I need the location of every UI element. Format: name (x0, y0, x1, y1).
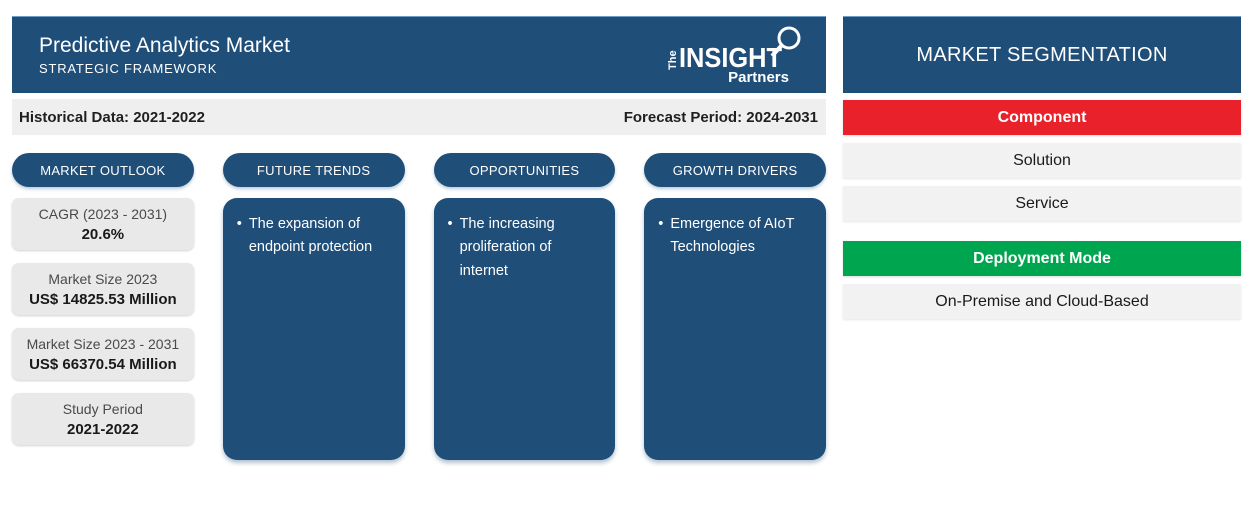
future-trends-header: FUTURE TRENDS (222, 153, 405, 187)
opportunities-header: OPPORTUNITIES (433, 153, 616, 187)
opportunities-box: • The increasing proliferation of intern… (433, 198, 616, 460)
bullet-text: The expansion of endpoint protection (248, 216, 373, 256)
forecast-period-label: Forecast Period: 2024-2031 (623, 108, 818, 126)
stat-box-study-period: Study Period 2021-2022 (12, 393, 194, 445)
stat-value: US$ 66370.54 Million (29, 355, 177, 373)
market-outlook-column: MARKET OUTLOOK CAGR (2023 - 2031) 20.6% … (12, 153, 194, 460)
magnifier-handle-icon (770, 43, 784, 58)
stat-label: Market Size 2023 (48, 270, 158, 287)
bullet-item: • The expansion of endpoint protection (237, 213, 390, 260)
market-segmentation-panel: MARKET SEGMENTATION Component Solution S… (843, 16, 1241, 319)
logo-insight-text: INSIGHT (679, 42, 782, 73)
stat-label: CAGR (2023 - 2031) (38, 205, 168, 222)
logo-partners-text: Partners (728, 69, 789, 86)
bullet-icon: • (447, 216, 453, 232)
opportunities-column: OPPORTUNITIES • The increasing prolifera… (433, 153, 616, 460)
segment-group-component: Component (843, 100, 1241, 135)
stat-value: 2021-2022 (67, 420, 139, 438)
stat-box-market-size-2023-2031: Market Size 2023 - 2031 US$ 66370.54 Mil… (12, 328, 194, 380)
logo-the-text: The (667, 50, 679, 70)
segment-item-solution: Solution (843, 143, 1241, 178)
future-trends-column: FUTURE TRENDS • The expansion of endpoin… (222, 153, 405, 460)
bullet-item: • Emergence of AIoT Technologies (658, 213, 811, 260)
market-outlook-header: MARKET OUTLOOK (12, 153, 194, 187)
bullet-text: Emergence of AIoT Technologies (670, 216, 795, 256)
framework-panel: Predictive Analytics Market STRATEGIC FR… (12, 16, 826, 460)
bullet-icon: • (658, 216, 664, 232)
market-segmentation-header: MARKET SEGMENTATION (843, 16, 1241, 93)
segment-item-service: Service (843, 186, 1241, 221)
bullet-item: • The increasing proliferation of intern… (448, 213, 601, 283)
bullet-icon: • (236, 216, 242, 232)
stat-box-cagr: CAGR (2023 - 2031) 20.6% (12, 198, 194, 250)
future-trends-box: • The expansion of endpoint protection (222, 198, 405, 460)
segment-group-deployment-mode: Deployment Mode (843, 241, 1241, 276)
stat-value: 20.6% (81, 225, 125, 243)
bullet-text: The increasing proliferation of internet (459, 216, 555, 279)
stat-label: Study Period (62, 400, 143, 417)
stat-box-market-size-2023: Market Size 2023 US$ 14825.53 Million (12, 263, 194, 315)
growth-drivers-column: GROWTH DRIVERS • Emergence of AIoT Techn… (644, 153, 826, 460)
stat-label: Market Size 2023 - 2031 (26, 335, 180, 352)
page-subtitle: STRATEGIC FRAMEWORK (39, 61, 218, 77)
insight-partners-logo: The INSIGHT Partners (667, 26, 801, 86)
magnifier-icon (777, 26, 801, 50)
page-title: Predictive Analytics Market (39, 33, 290, 57)
historical-data-label: Historical Data: 2021-2022 (19, 108, 205, 126)
growth-drivers-box: • Emergence of AIoT Technologies (644, 198, 826, 460)
period-bar: Historical Data: 2021-2022 Forecast Peri… (12, 99, 826, 135)
growth-drivers-header: GROWTH DRIVERS (644, 153, 826, 187)
framework-columns: MARKET OUTLOOK CAGR (2023 - 2031) 20.6% … (12, 153, 826, 460)
segment-item-on-premise-cloud: On-Premise and Cloud-Based (843, 284, 1241, 319)
main-header: Predictive Analytics Market STRATEGIC FR… (12, 16, 826, 93)
title-block: Predictive Analytics Market STRATEGIC FR… (39, 34, 290, 76)
stat-value: US$ 14825.53 Million (29, 290, 177, 308)
